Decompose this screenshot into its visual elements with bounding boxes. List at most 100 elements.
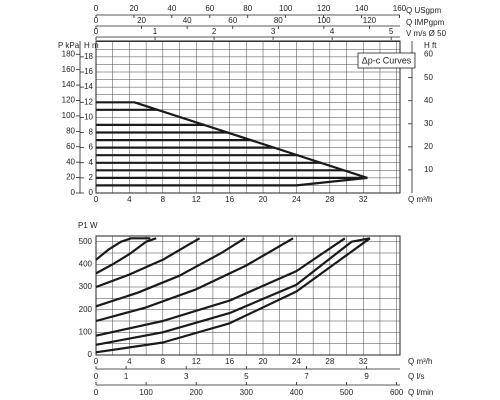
y-tick-label: 120 (62, 96, 76, 105)
y2-tick-label: 10 (424, 165, 433, 174)
curve (95, 237, 371, 354)
top-tick-label: 1 (153, 27, 158, 36)
top-tick-label: 40 (183, 16, 192, 25)
y-tick-label: 18 (84, 52, 93, 61)
curve (95, 237, 201, 289)
y-tick-label: 0 (71, 188, 76, 197)
y-axis-label: P kPa (58, 41, 80, 50)
bottom-tick-label: 0 (94, 372, 99, 381)
y-tick-label: 16 (84, 67, 93, 76)
x-axis-label: Q m³/h (408, 357, 432, 366)
curve (95, 237, 371, 346)
bottom-tick-label: 7 (304, 372, 309, 381)
x-tick-label: 32 (359, 195, 368, 204)
y-tick-label: 200 (79, 305, 93, 314)
curve (95, 237, 294, 323)
y-tick-label: 100 (79, 327, 93, 336)
y-tick-label: 180 (62, 49, 76, 58)
y-tick-label: 140 (62, 80, 76, 89)
curve (95, 237, 151, 261)
y-tick-label: 20 (66, 173, 75, 182)
top-tick-label: 140 (355, 4, 369, 13)
x-tick-label: 4 (127, 357, 132, 366)
y-tick-label: 6 (89, 143, 94, 152)
top-tick-label: 5 (389, 27, 394, 36)
bottom-tick-label: 9 (364, 372, 369, 381)
x-tick-label: 24 (292, 357, 301, 366)
x-tick-label: 20 (259, 195, 268, 204)
top-tick-label: 20 (137, 16, 146, 25)
top-axis-label: Q IMPgpm (406, 18, 445, 27)
bottom-tick-label: 1 (124, 372, 129, 381)
top-tick-label: 20 (129, 4, 138, 13)
x-tick-label: 12 (192, 195, 201, 204)
bottom-tick-label: 400 (290, 388, 304, 397)
y-tick-label: 2 (89, 173, 94, 182)
x-tick-label: 8 (161, 195, 166, 204)
y-tick-label: 0 (88, 350, 93, 359)
y-tick-label: 400 (79, 259, 93, 268)
plot-frame (95, 235, 401, 356)
bottom-tick-label: 600 (390, 388, 404, 397)
top-axis-label: V m/s Ø 50 (406, 29, 447, 38)
y2-tick-label: 50 (424, 73, 433, 82)
bottom-tick-label: 200 (190, 388, 204, 397)
top-tick-label: 80 (274, 16, 283, 25)
top-tick-label: 60 (205, 4, 214, 13)
x-tick-label: 16 (225, 357, 234, 366)
y2-tick-label: 30 (424, 119, 433, 128)
y-tick-label: 60 (66, 142, 75, 151)
curve (96, 176, 368, 187)
annotation-box (357, 52, 416, 69)
top-tick-label: 100 (317, 16, 331, 25)
x-tick-label: 28 (325, 357, 334, 366)
y-tick-label: 300 (79, 282, 93, 291)
bottom-tick-label: 5 (244, 372, 249, 381)
y-tick-label: 8 (89, 128, 94, 137)
y-tick-label: 4 (89, 158, 94, 167)
top-tick-label: 0 (94, 27, 99, 36)
x-tick-label: 28 (325, 195, 334, 204)
y2-tick-label: 60 (424, 50, 433, 59)
curve (95, 237, 246, 308)
curve (96, 101, 368, 179)
y2-tick-label: 20 (424, 142, 433, 151)
top-tick-label: 3 (271, 27, 276, 36)
x-tick-label: 8 (161, 357, 166, 366)
x-tick-label: 12 (192, 357, 201, 366)
y-tick-label: 0 (89, 188, 94, 197)
y-tick-label: 14 (84, 82, 93, 91)
top-tick-label: 4 (330, 27, 335, 36)
bottom-tick-label: 100 (139, 388, 153, 397)
annotation: Δp-c Curves (362, 55, 412, 65)
x-axis-label: Q m³/h (408, 195, 432, 204)
curve (95, 237, 346, 337)
y2-axis-label: H ft (424, 41, 437, 50)
bottom-tick-label: 500 (340, 388, 354, 397)
x-tick-label: 24 (292, 195, 301, 204)
x-tick-label: 0 (94, 357, 99, 366)
y-tick-label: 12 (84, 97, 93, 106)
bottom-axis-label: Q l/s (408, 372, 424, 381)
top-tick-label: 80 (243, 4, 252, 13)
x-tick-label: 0 (94, 195, 99, 204)
x-tick-label: 4 (127, 195, 132, 204)
top-tick-label: 60 (228, 16, 237, 25)
top-tick-label: 120 (363, 16, 377, 25)
y-tick-label: 100 (62, 111, 76, 120)
top-tick-label: 2 (212, 27, 217, 36)
y-tick-label: 40 (66, 157, 75, 166)
y-axis-label: H m (84, 41, 99, 50)
y-tick-label: 10 (84, 112, 93, 121)
top-tick-label: 100 (279, 4, 293, 13)
y2-tick-label: 40 (424, 96, 433, 105)
bottom-tick-label: 0 (94, 388, 99, 397)
bottom-tick-label: 3 (184, 372, 189, 381)
x-tick-label: 20 (259, 357, 268, 366)
bottom-axis-label: Q l/min (408, 388, 433, 397)
top-tick-label: 0 (94, 4, 99, 13)
top-tick-label: 120 (317, 4, 331, 13)
x-tick-label: 16 (225, 195, 234, 204)
